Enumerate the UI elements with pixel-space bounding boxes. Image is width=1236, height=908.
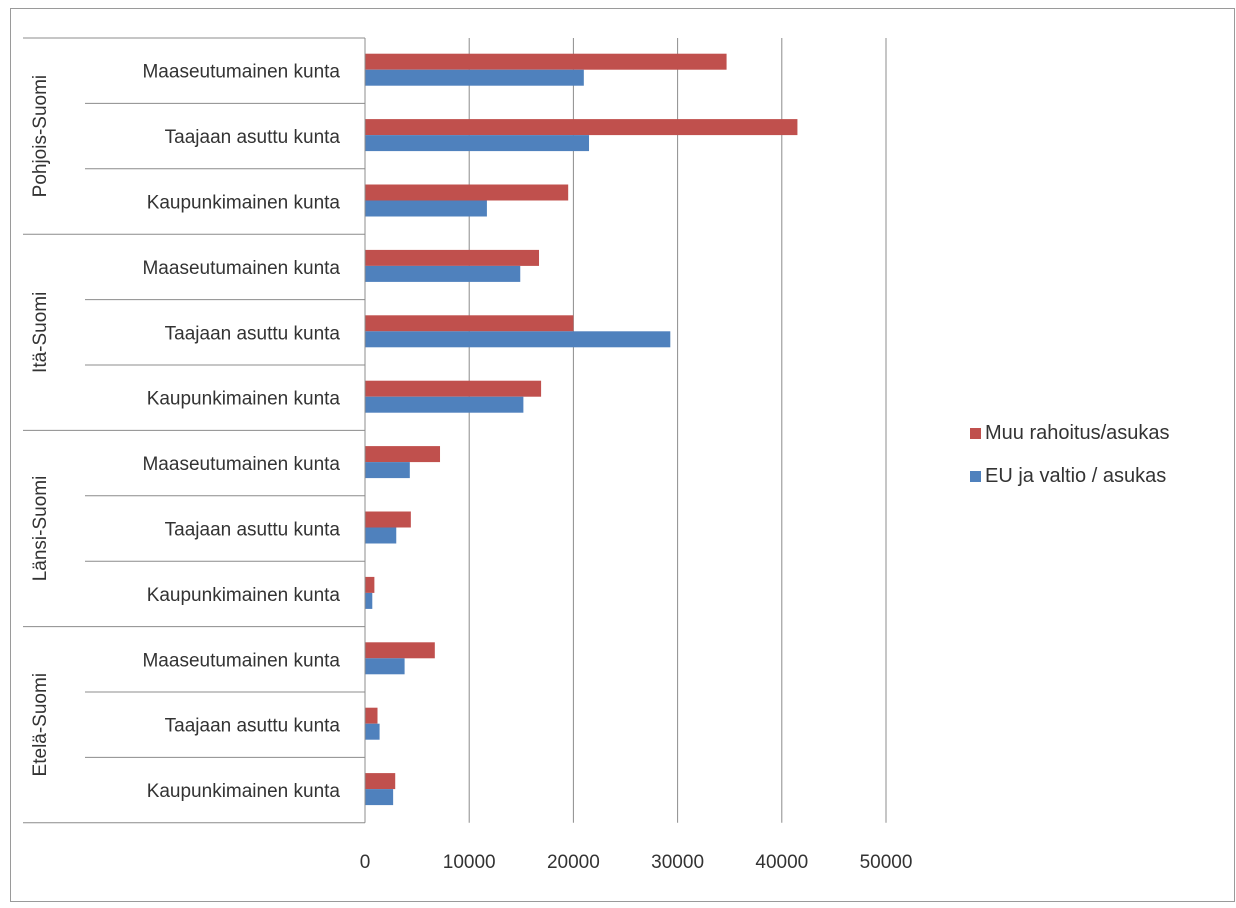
value-axis-ticks: 0 10000 20000 30000 40000 50000 bbox=[360, 852, 913, 873]
gridlines bbox=[468, 38, 887, 823]
group-label: Pohjois-Suomi bbox=[30, 75, 51, 198]
x-tick-label: 20000 bbox=[547, 852, 600, 873]
bar-eu-ja-valtio bbox=[365, 396, 524, 413]
category-label: Maaseutumainen kunta bbox=[142, 454, 340, 475]
bar-eu-ja-valtio bbox=[365, 789, 394, 806]
legend-label: Muu rahoitus/asukas bbox=[985, 422, 1170, 444]
x-tick-label: 50000 bbox=[860, 852, 913, 873]
legend-swatch bbox=[970, 471, 981, 482]
category-label: Taajaan asuttu kunta bbox=[165, 323, 341, 344]
bar-muu-rahoitus bbox=[365, 184, 569, 201]
chart-border bbox=[10, 8, 1235, 902]
legend: Muu rahoitus/asukas EU ja valtio / asukas bbox=[970, 422, 1170, 487]
bar-muu-rahoitus bbox=[365, 119, 798, 136]
bar-eu-ja-valtio bbox=[365, 200, 487, 217]
bar-eu-ja-valtio bbox=[365, 331, 671, 348]
x-tick-label: 40000 bbox=[755, 852, 808, 873]
group-label: Itä-Suomi bbox=[30, 292, 51, 373]
category-label: Maaseutumainen kunta bbox=[142, 258, 340, 279]
bar-eu-ja-valtio bbox=[365, 135, 590, 152]
x-tick-label: 0 bbox=[360, 852, 371, 873]
x-tick-label: 30000 bbox=[651, 852, 704, 873]
legend-label: EU ja valtio / asukas bbox=[985, 465, 1166, 487]
category-label: Taajaan asuttu kunta bbox=[165, 520, 341, 541]
bar-eu-ja-valtio bbox=[365, 265, 521, 282]
bar-muu-rahoitus bbox=[365, 315, 574, 332]
bar-muu-rahoitus bbox=[365, 249, 540, 266]
bar-eu-ja-valtio bbox=[365, 658, 405, 675]
bar-muu-rahoitus bbox=[365, 53, 727, 70]
category-label: Taajaan asuttu kunta bbox=[165, 127, 341, 148]
x-tick-label: 10000 bbox=[443, 852, 496, 873]
bar-eu-ja-valtio bbox=[365, 723, 380, 740]
bar-eu-ja-valtio bbox=[365, 69, 584, 86]
category-label: Kaupunkimainen kunta bbox=[147, 193, 341, 214]
bars bbox=[365, 53, 798, 806]
category-label: Taajaan asuttu kunta bbox=[165, 716, 341, 737]
bar-muu-rahoitus bbox=[365, 380, 542, 397]
category-label: Kaupunkimainen kunta bbox=[147, 781, 341, 802]
legend-swatch bbox=[970, 428, 981, 439]
bar-eu-ja-valtio bbox=[365, 462, 410, 479]
group-label: Etelä-Suomi bbox=[30, 673, 51, 777]
bar-muu-rahoitus bbox=[365, 446, 441, 463]
bar-muu-rahoitus bbox=[365, 707, 378, 724]
bar-muu-rahoitus bbox=[365, 642, 435, 659]
category-axis: Maaseutumainen kunta Taajaan asuttu kunta… bbox=[23, 37, 366, 824]
bar-muu-rahoitus bbox=[365, 576, 375, 593]
category-label: Maaseutumainen kunta bbox=[142, 650, 340, 671]
bar-eu-ja-valtio bbox=[365, 527, 397, 544]
group-label: Länsi-Suomi bbox=[30, 476, 51, 582]
bar-eu-ja-valtio bbox=[365, 592, 373, 609]
category-label: Kaupunkimainen kunta bbox=[147, 389, 341, 410]
category-label: Kaupunkimainen kunta bbox=[147, 585, 341, 606]
category-label: Maaseutumainen kunta bbox=[142, 62, 340, 83]
bar-muu-rahoitus bbox=[365, 773, 396, 790]
bar-muu-rahoitus bbox=[365, 511, 411, 528]
